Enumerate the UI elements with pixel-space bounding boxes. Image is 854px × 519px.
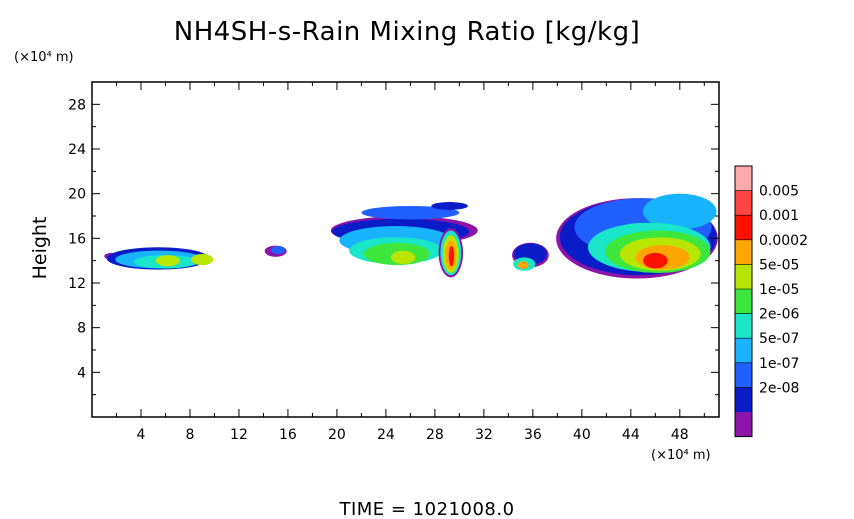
colorbar-frame [734, 165, 753, 438]
colorbar-label: 1e-07 [759, 356, 799, 372]
y-tick-label: 4 [77, 365, 86, 381]
colorbar-swatch [735, 338, 752, 363]
cloud-1-core [155, 255, 181, 267]
colorbar-label: 0.005 [759, 184, 799, 200]
y-axis-label: Height [29, 217, 51, 280]
cloud-3-tip [431, 202, 468, 210]
colorbar-swatch [735, 387, 752, 412]
x-tick-label: 32 [475, 427, 493, 443]
colorbar-label: 0.001 [759, 208, 799, 224]
x-tick-label: 16 [279, 427, 297, 443]
cloud-3-top [361, 205, 460, 220]
x-tick-label: 44 [622, 427, 640, 443]
colorbar-swatch [735, 264, 752, 289]
x-tick-label: 20 [328, 427, 346, 443]
colorbar-legend: 0.005 0.001 0.0002 5e-05 1e-05 2e-06 5e-07 1e-0… [734, 165, 808, 438]
cloud-4-core [448, 246, 455, 267]
x-tick-label: 8 [186, 427, 195, 443]
cloud-6-top [643, 193, 717, 230]
y-unit-label: (×10⁴ m) [14, 50, 74, 65]
x-tick-label: 40 [573, 427, 591, 443]
x-tick-label: 12 [230, 427, 248, 443]
colorbar-swatch [735, 190, 752, 216]
x-tick-label: 4 [137, 427, 146, 443]
x-tick-label: 24 [377, 427, 395, 443]
colorbar-label: 2e-08 [759, 380, 799, 396]
colorbar-swatch [735, 239, 752, 265]
colorbar-label: 0.0002 [759, 233, 808, 249]
x-tick-label: 36 [524, 427, 542, 443]
chart-title: NH4SH-s-Rain Mixing Ratio [kg/kg] [174, 17, 641, 47]
colorbar-swatch [735, 289, 752, 314]
time-footer: TIME = 1021008.0 [338, 499, 514, 519]
mixing-ratio-field [104, 193, 718, 279]
colorbar-label: 5e-07 [759, 331, 799, 347]
x-tick-label: 48 [671, 427, 689, 443]
y-tick-label: 8 [77, 321, 86, 337]
y-tick-label: 16 [68, 231, 86, 247]
colorbar-swatch [735, 215, 752, 240]
colorbar-label: 2e-06 [759, 307, 799, 323]
colorbar-label: 5e-05 [759, 257, 799, 273]
cloud-3-core [390, 250, 416, 265]
x-tick-label: 28 [426, 427, 444, 443]
colorbar-label: 1e-05 [759, 282, 799, 298]
cloud-1-core-b [191, 253, 214, 266]
colorbar-swatch [735, 412, 752, 437]
cloud-6-peak [643, 252, 668, 269]
cloud-5-core [517, 261, 529, 270]
plot-frame [91, 81, 720, 418]
colorbar-swatch [735, 362, 752, 388]
y-tick-label: 28 [68, 97, 86, 113]
colorbar-swatch [735, 313, 752, 339]
cloud-2-inner [270, 246, 286, 254]
x-unit-label: (×10⁴ m) [651, 448, 711, 463]
colorbar-swatch [735, 166, 752, 191]
y-tick-label: 12 [68, 276, 86, 292]
y-tick-label: 24 [68, 142, 86, 158]
y-tick-label: 20 [68, 187, 86, 203]
